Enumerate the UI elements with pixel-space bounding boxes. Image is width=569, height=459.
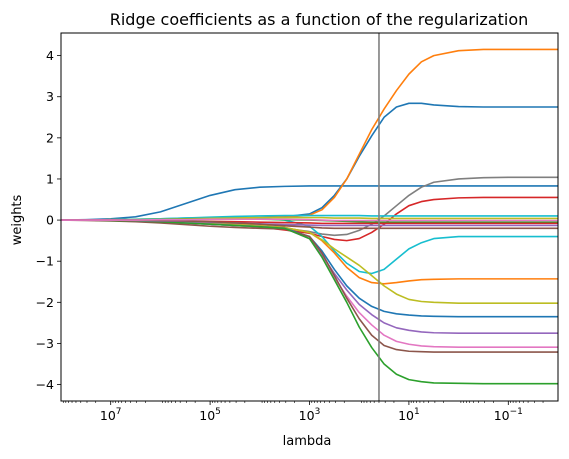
x-tick-label: 107 [100,407,122,423]
y-tick-label: −1 [36,254,54,269]
x-tick-label: 105 [199,407,221,423]
series-line-9 [61,219,558,318]
y-tick-label: 4 [46,48,54,63]
y-tick-label: −2 [36,295,54,310]
y-tick-label: −3 [36,336,54,351]
series-line-7 [61,219,558,285]
x-axis: 107 105 103 101 10−1 [62,401,544,423]
y-tick-label: 2 [46,130,54,145]
y-tick-label: 3 [46,89,54,104]
plot-area [61,33,558,401]
series-line-12 [61,219,558,353]
series-line-20 [61,218,558,222]
x-tick-label: 101 [398,407,420,423]
y-axis-label: weights [10,194,25,245]
series-line-2 [61,102,558,221]
y-axis: 4 3 2 1 0 −1 −2 −3 −4 [36,48,61,392]
y-tick-label: −4 [36,377,54,392]
x-tick-label: 103 [299,407,321,423]
series-line-19 [61,219,558,230]
series-line-8 [61,219,558,304]
series-line-3 [61,48,558,221]
chart-title: Ridge coefficients as a function of the … [110,10,529,29]
x-axis-label: lambda [283,434,332,449]
y-tick-label: 0 [46,213,54,228]
x-tick-label: 10−1 [494,407,523,423]
series-line-13 [61,219,558,385]
y-tick-label: 1 [46,171,54,186]
